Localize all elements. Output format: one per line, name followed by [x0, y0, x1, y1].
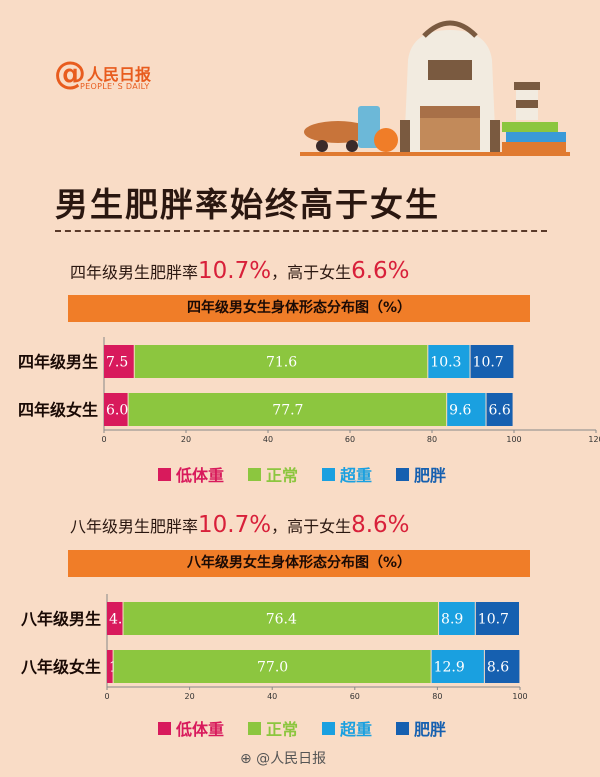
legend-label: 正常	[266, 720, 299, 739]
x-tick-label: 60	[350, 692, 360, 701]
x-tick-label: 80	[427, 435, 437, 444]
legend-label: 超重	[340, 466, 373, 485]
legend-item: 超重	[322, 716, 372, 740]
x-tick-label: 20	[185, 692, 195, 701]
chart-grade8: 020406080100八年级男生4.076.48.910.7八年级女生1.67…	[20, 594, 528, 701]
section1-subhead-mid: ，高于女生	[271, 263, 352, 282]
section2-subhead-prefix: 八年级男生肥胖率	[70, 517, 199, 536]
legend-label: 超重	[340, 720, 373, 739]
x-tick-label: 40	[267, 692, 277, 701]
bar-segment	[475, 602, 519, 635]
bar-segment	[113, 650, 431, 683]
backpack-illustration	[300, 20, 570, 156]
data-label: 71.6	[266, 355, 297, 371]
legend-item: 低体重	[158, 462, 224, 486]
legend-swatch	[158, 467, 171, 481]
legend-item: 超重	[322, 462, 372, 486]
section2-banner: 八年级男女生身体形态分布图（%）	[68, 550, 530, 577]
data-label: 6.6	[489, 403, 511, 419]
legend-label: 肥胖	[414, 720, 447, 739]
logo-at-symbol: @	[54, 54, 86, 92]
section1-subhead-girl-rate: 6.6%	[351, 258, 410, 284]
bar-segment	[107, 602, 123, 635]
data-label: 76.4	[266, 612, 297, 628]
category-label: 四年级男生	[18, 353, 98, 372]
section1-subhead: 四年级男生肥胖率10.7%，高于女生6.6%	[70, 258, 410, 284]
legend-item: 正常	[248, 462, 298, 486]
x-tick-label: 100	[506, 435, 521, 444]
chart-grade4: 0 20 40 60 80 100 120 四年级男生 7.5 71.6 10.3 10.7 四年级女生…	[18, 337, 600, 444]
data-label: 6.0	[106, 403, 128, 419]
bar-segment	[123, 602, 439, 635]
x-tick-label: 0	[104, 692, 109, 701]
legend-swatch	[322, 467, 336, 481]
section2-subhead: 八年级男生肥胖率10.7%，高于女生8.6%	[70, 512, 410, 538]
data-label: 10.3	[430, 355, 461, 371]
data-label: 9.6	[449, 403, 471, 419]
section2-subhead-girl-rate: 8.6%	[351, 512, 410, 538]
legend-label: 正常	[266, 466, 299, 485]
bar-segment	[104, 345, 134, 378]
bar-segment	[431, 650, 484, 683]
legend-swatch	[396, 467, 410, 481]
bar-segment	[447, 393, 486, 426]
legend-item: 正常	[248, 716, 298, 740]
section2-subhead-mid: ，高于女生	[271, 517, 352, 536]
section2-subhead-boy-rate: 10.7%	[198, 512, 272, 538]
chart-grade4-legend: 低体重 正常 超重 肥胖	[158, 462, 470, 486]
bar-segment	[107, 650, 113, 683]
data-label: 7.5	[106, 355, 128, 371]
x-tick-label: 120	[588, 435, 600, 444]
bar-segment	[104, 393, 128, 426]
section1-subhead-boy-rate: 10.7%	[198, 258, 272, 284]
legend-swatch	[158, 721, 171, 735]
legend-item: 低体重	[158, 716, 224, 740]
data-label: 8.9	[441, 612, 463, 628]
legend-label: 肥胖	[414, 466, 447, 485]
x-tick-label: 20	[181, 435, 191, 444]
chart-grade8-legend: 低体重 正常 超重 肥胖	[158, 716, 470, 740]
section1-banner: 四年级男女生身体形态分布图（%）	[68, 295, 530, 322]
title-block: 男生肥胖率始终高于女生	[55, 178, 550, 232]
x-tick-label: 80	[432, 692, 442, 701]
logo-subtitle: PEOPLE' S DAILY	[80, 82, 150, 91]
legend-swatch	[396, 721, 410, 735]
bar-segment	[470, 345, 514, 378]
data-label: 8.6	[487, 660, 509, 676]
x-tick-label: 0	[101, 435, 106, 444]
legend-item: 肥胖	[396, 462, 446, 486]
category-label: 四年级女生	[18, 401, 98, 420]
data-label: 77.0	[257, 660, 288, 676]
page-title: 男生肥胖率始终高于女生	[55, 185, 440, 224]
x-tick-label: 40	[263, 435, 273, 444]
legend-label: 低体重	[176, 720, 225, 739]
bar-segment	[486, 393, 513, 426]
bar-segment	[428, 345, 470, 378]
data-label: 10.7	[478, 612, 509, 628]
legend-swatch	[322, 721, 336, 735]
people-daily-logo: @ 人民日报 PEOPLE' S DAILY	[54, 54, 152, 92]
x-tick-label: 100	[512, 692, 527, 701]
data-label: 77.7	[272, 403, 303, 419]
bar-segment	[134, 345, 428, 378]
legend-swatch	[248, 721, 262, 735]
x-tick-label: 60	[345, 435, 355, 444]
watermark-name: 人民日报	[270, 751, 327, 767]
legend-swatch	[248, 467, 262, 481]
category-label: 八年级女生	[20, 658, 101, 677]
data-label: 10.7	[473, 355, 504, 371]
weibo-watermark: ⊕ @人民日报	[240, 751, 327, 767]
bar-segment	[439, 602, 475, 635]
section1-subhead-prefix: 四年级男生肥胖率	[70, 263, 199, 282]
category-label: 八年级男生	[20, 610, 101, 629]
logo-name: 人民日报	[87, 65, 152, 84]
bar-segment	[484, 650, 520, 683]
data-label: 12.9	[434, 660, 465, 676]
legend-item: 肥胖	[396, 716, 446, 740]
title-divider	[55, 230, 547, 232]
bar-segment	[128, 393, 447, 426]
legend-label: 低体重	[176, 466, 225, 485]
